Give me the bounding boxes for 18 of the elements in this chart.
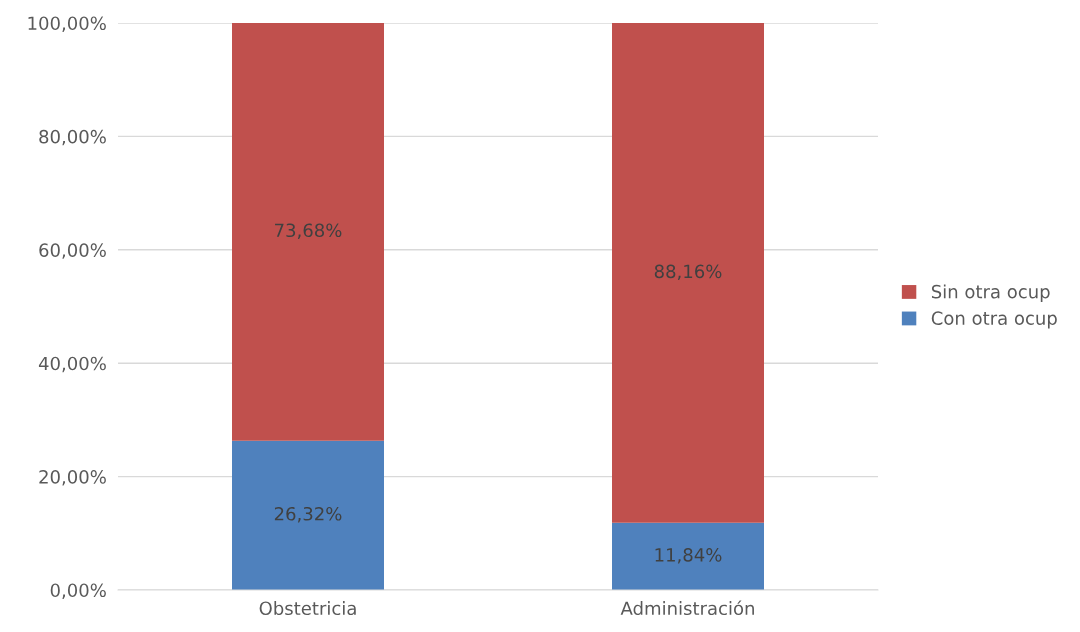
y-tick-label: 20,00% [39, 470, 106, 486]
y-tick-label: 60,00% [39, 243, 106, 259]
bar [232, 440, 384, 590]
x-tick-label: Obstetricia [259, 601, 356, 616]
legend-label: Con otra ocup [931, 311, 1057, 329]
y-tick-label: 100,00% [28, 16, 106, 32]
data-label: 88,16% [654, 264, 722, 281]
x-tick-label: Administración [620, 600, 754, 616]
y-tick-label: 80,00% [39, 129, 106, 146]
data-label: 11,84% [655, 548, 722, 564]
data-label: 73,68% [275, 223, 342, 239]
bar [612, 23, 764, 523]
bar [612, 522, 764, 590]
y-tick-label: 0,00% [50, 583, 106, 599]
y-tick-label: 40,00% [38, 356, 106, 373]
data-label: 26,32% [274, 506, 342, 523]
legend-label: Sin otra ocup [931, 284, 1050, 302]
bar [232, 23, 384, 441]
